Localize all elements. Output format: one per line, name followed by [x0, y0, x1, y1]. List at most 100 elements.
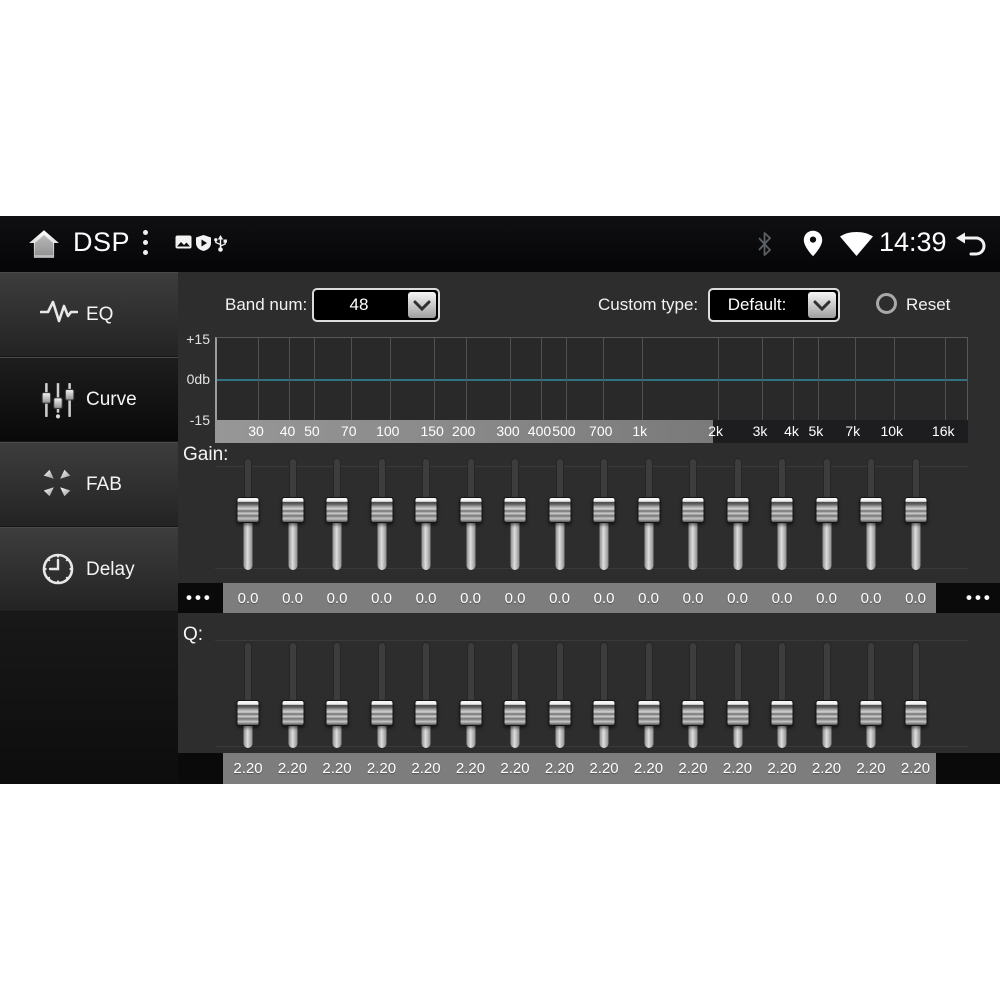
slider-thumb[interactable]	[281, 700, 304, 726]
slider-thumb[interactable]	[770, 700, 794, 726]
gain-slider-15[interactable]	[858, 458, 884, 570]
home-icon[interactable]	[27, 228, 61, 260]
slider-thumb[interactable]	[325, 700, 349, 726]
slider-thumb[interactable]	[414, 497, 438, 523]
gain-value: 0.0	[237, 589, 259, 607]
q-slider-4[interactable]	[369, 642, 395, 748]
gain-slider-16[interactable]	[903, 458, 929, 570]
q-slider-2[interactable]	[280, 642, 306, 748]
q-slider-11[interactable]	[680, 642, 706, 748]
slider-thumb[interactable]	[281, 497, 304, 523]
gain-slider-7[interactable]	[502, 458, 528, 570]
sidebar-item-curve[interactable]: Curve	[0, 357, 178, 442]
q-slider-16[interactable]	[903, 642, 929, 748]
sidebar-item-delay[interactable]: Delay	[0, 527, 178, 612]
grid-line	[258, 338, 259, 420]
sidebar-item-eq[interactable]: EQ	[0, 272, 178, 357]
freq-tick-label: 100	[376, 423, 400, 439]
more-bands-right[interactable]: •••	[966, 588, 993, 607]
reset-radio[interactable]	[876, 293, 897, 314]
slider-thumb[interactable]	[904, 497, 927, 523]
q-value: 2.20	[233, 760, 263, 777]
q-value: 2.20	[277, 760, 308, 777]
custom-type-select[interactable]: Default:	[708, 288, 840, 322]
slider-thumb[interactable]	[503, 700, 527, 726]
q-value: 2.20	[767, 760, 797, 777]
slider-thumb[interactable]	[370, 700, 393, 726]
gain-slider-11[interactable]	[680, 458, 706, 570]
gain-slider-5[interactable]	[413, 458, 439, 570]
q-slider-13[interactable]	[769, 642, 795, 748]
slider-thumb[interactable]	[459, 497, 482, 523]
gain-slider-3[interactable]	[324, 458, 350, 570]
gain-slider-10[interactable]	[636, 458, 662, 570]
q-value: 2.20	[366, 760, 397, 777]
grid-line	[817, 338, 819, 420]
sidebar: EQ Curve	[0, 272, 178, 784]
slider-thumb[interactable]	[637, 700, 660, 726]
gain-value: 0.0	[860, 589, 882, 607]
q-slider-5[interactable]	[413, 642, 439, 748]
q-slider-3[interactable]	[324, 642, 350, 748]
q-slider-9[interactable]	[591, 642, 617, 748]
slider-thumb[interactable]	[859, 497, 883, 523]
slider-thumb[interactable]	[503, 497, 527, 523]
slider-thumb[interactable]	[681, 700, 705, 726]
slider-thumb[interactable]	[592, 497, 616, 523]
q-slider-12[interactable]	[725, 642, 751, 748]
gain-slider-8[interactable]	[547, 458, 573, 570]
slider-thumb[interactable]	[414, 700, 438, 726]
q-value: 2.20	[500, 760, 530, 777]
location-icon	[803, 230, 823, 257]
slider-thumb[interactable]	[726, 497, 749, 523]
slider-thumb[interactable]	[815, 497, 838, 523]
chevron-down-icon[interactable]	[408, 292, 436, 318]
status-time: 14:39	[879, 227, 947, 257]
gain-slider-12[interactable]	[725, 458, 751, 570]
gain-slider-4[interactable]	[369, 458, 395, 570]
slider-thumb[interactable]	[548, 497, 571, 523]
q-slider-14[interactable]	[814, 642, 840, 748]
gain-label: Gain:	[183, 444, 229, 465]
slider-thumb[interactable]	[459, 700, 482, 726]
gain-value: 0.0	[504, 589, 526, 607]
slider-thumb[interactable]	[592, 700, 616, 726]
q-slider-1[interactable]	[235, 642, 261, 748]
sliders-icon	[40, 381, 78, 419]
slider-thumb[interactable]	[681, 497, 705, 523]
gain-slider-13[interactable]	[769, 458, 795, 570]
gain-slider-9[interactable]	[591, 458, 617, 570]
waveform-icon	[39, 296, 79, 334]
slider-thumb[interactable]	[904, 700, 927, 726]
slider-thumb[interactable]	[370, 497, 393, 523]
band-num-select[interactable]: 48	[312, 288, 440, 322]
gain-slider-6[interactable]	[458, 458, 484, 570]
gain-slider-1[interactable]	[235, 458, 261, 570]
slider-thumb[interactable]	[637, 497, 660, 523]
q-slider-6[interactable]	[458, 642, 484, 748]
slider-thumb[interactable]	[325, 497, 349, 523]
fade-balance-icon	[40, 466, 78, 504]
sidebar-item-label: EQ	[86, 303, 114, 325]
slider-thumb[interactable]	[770, 497, 794, 523]
slider-thumb[interactable]	[815, 700, 838, 726]
kebab-menu-icon[interactable]	[138, 230, 152, 260]
q-slider-15[interactable]	[858, 642, 884, 748]
slider-thumb[interactable]	[236, 700, 260, 726]
more-bands-left[interactable]: •••	[186, 588, 213, 607]
gain-slider-14[interactable]	[814, 458, 840, 570]
q-slider-10[interactable]	[636, 642, 662, 748]
chevron-down-icon[interactable]	[808, 292, 836, 318]
eq-curve-plot[interactable]	[215, 337, 968, 420]
slider-thumb[interactable]	[859, 700, 883, 726]
gain-slider-2[interactable]	[280, 458, 306, 570]
sidebar-item-fab[interactable]: FAB	[0, 442, 178, 527]
slider-thumb[interactable]	[236, 497, 260, 523]
q-slider-7[interactable]	[502, 642, 528, 748]
ytick-minus15: -15	[189, 412, 210, 428]
slider-thumb[interactable]	[548, 700, 571, 726]
back-icon[interactable]	[952, 231, 988, 257]
gain-value: 0.0	[816, 589, 837, 607]
slider-thumb[interactable]	[726, 700, 749, 726]
q-slider-8[interactable]	[547, 642, 573, 748]
